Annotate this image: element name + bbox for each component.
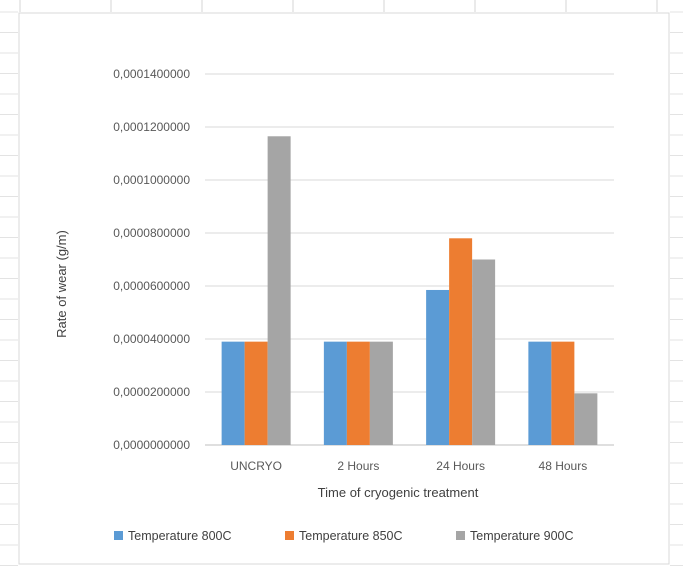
bar-temperature-900c-2 (472, 259, 496, 445)
legend[interactable]: Temperature 800C Temperature 850C Temperat… (114, 529, 574, 543)
legend-label: Temperature 850C (299, 529, 403, 543)
bar-temperature-850c-1 (346, 341, 370, 445)
x-tick-label: UNCRYO (230, 459, 282, 473)
y-tick-label: 0,0000800000 (113, 226, 190, 240)
chart-area[interactable] (18, 12, 670, 565)
y-tick-label: 0,0000600000 (113, 279, 190, 293)
y-axis-title: Rate of wear (g/m) (54, 230, 69, 338)
bar-temperature-800c-3 (528, 341, 552, 445)
bar-temperature-850c-2 (449, 238, 473, 445)
x-tick-label: 48 Hours (539, 459, 588, 473)
bar-temperature-900c-0 (267, 136, 291, 445)
y-tick-label: 0,0001200000 (113, 120, 190, 134)
y-axis-tick-labels: 0,0000000000 0,0000200000 0,0000400000 0,00… (113, 67, 190, 452)
legend-swatch (456, 531, 465, 540)
y-tick-label: 0,0000000000 (113, 438, 190, 452)
y-tick-label: 0,0000200000 (113, 385, 190, 399)
bar-temperature-800c-0 (221, 341, 245, 445)
bar-temperature-900c-3 (574, 393, 598, 445)
legend-swatch (114, 531, 123, 540)
bar-temperature-800c-1 (323, 341, 347, 445)
legend-label: Temperature 900C (470, 529, 574, 543)
bar-temperature-850c-3 (551, 341, 575, 445)
y-tick-label: 0,0000400000 (113, 332, 190, 346)
x-axis-title: Time of cryogenic treatment (318, 485, 479, 500)
y-tick-label: 0,0001400000 (113, 67, 190, 81)
bar-temperature-850c-0 (244, 341, 268, 445)
legend-label: Temperature 800C (128, 529, 232, 543)
bar-temperature-800c-2 (426, 289, 450, 445)
x-axis-tick-labels: UNCRYO 2 Hours 24 Hours 48 Hours (230, 459, 587, 473)
bar-temperature-900c-1 (369, 341, 393, 445)
x-tick-label: 2 Hours (337, 459, 379, 473)
legend-swatch (285, 531, 294, 540)
y-tick-label: 0,0001000000 (113, 173, 190, 187)
bar-series (221, 136, 598, 445)
x-tick-label: 24 Hours (436, 459, 485, 473)
